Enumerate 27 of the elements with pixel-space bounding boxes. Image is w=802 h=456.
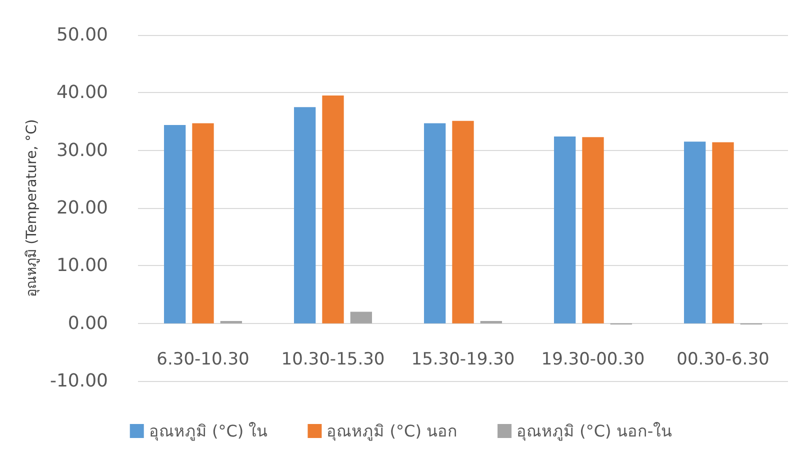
bar [554, 136, 576, 324]
bar [452, 120, 474, 324]
legend-label: อุณหภูมิ (°C) นอก [326, 422, 458, 442]
bar [322, 96, 344, 324]
x-tick-label: 19.30-00.30 [541, 350, 645, 370]
y-tick-label: 0.00 [68, 312, 108, 334]
bar [712, 142, 734, 324]
bar [192, 123, 214, 324]
bar [164, 124, 186, 324]
y-tick-label: 10.00 [56, 255, 108, 276]
x-tick-label: 15.30-19.30 [411, 350, 515, 370]
bar [424, 123, 446, 324]
x-tick-label: 10.30-15.30 [281, 350, 385, 370]
y-tick-label: -10.00 [50, 370, 108, 392]
y-tick-label: 50.00 [56, 24, 108, 46]
bar [350, 312, 372, 324]
x-tick-label: 6.30-10.30 [156, 350, 250, 370]
legend-label: อุณหภูมิ (°C) นอก-ใน [516, 422, 672, 442]
y-tick-label: 20.00 [56, 198, 108, 218]
y-tick-label: 30.00 [56, 140, 108, 161]
legend-label: อุณหภูมิ (°C) ใน [148, 422, 268, 442]
y-axis-title: อุณหภูมิ (Temperature, °C) [24, 119, 40, 297]
bar [684, 142, 706, 324]
bar [582, 137, 604, 324]
y-tick-label: 40.00 [56, 82, 108, 104]
x-tick-label: 00.30-6.30 [676, 350, 770, 370]
bar [294, 107, 316, 324]
